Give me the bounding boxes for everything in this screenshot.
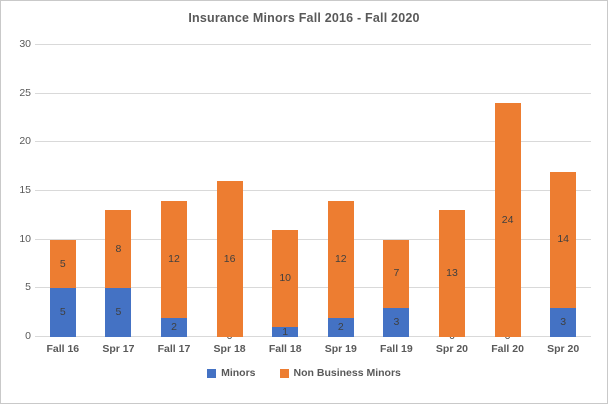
bar-segment-non-business-minors: 14 <box>550 171 577 308</box>
bar-segment-minors: 2 <box>327 317 354 337</box>
y-tick-label: 0 <box>25 330 31 342</box>
bar-stack-fall-20: 024 <box>494 45 521 342</box>
bar-segment-minors: 2 <box>160 317 187 337</box>
bar-segment-non-business-minors: 8 <box>105 210 132 289</box>
bar-slot: 016 <box>202 45 258 342</box>
x-tick-label: Fall 18 <box>268 343 302 355</box>
data-label: 3 <box>560 315 567 328</box>
bar-stack-spr-20: 013 <box>438 45 465 342</box>
data-label: 5 <box>59 306 66 319</box>
data-label: 7 <box>393 267 400 280</box>
bar-segment-non-business-minors: 12 <box>160 200 187 318</box>
data-label: 14 <box>557 233 570 246</box>
data-label: 8 <box>115 242 122 255</box>
x-tick-label: Fall 16 <box>46 343 80 355</box>
legend: Minors Non Business Minors <box>1 367 607 380</box>
data-label: 12 <box>168 252 180 265</box>
bar-stack-spr-20: 3 14 <box>550 45 577 337</box>
bar-segment-non-business-minors: 24 <box>494 103 521 337</box>
x-tick-label: Spr 19 <box>324 343 357 355</box>
y-tick-label: 20 <box>19 135 31 148</box>
data-label: 5 <box>59 257 66 270</box>
data-label: 2 <box>337 320 344 333</box>
bar-segment-non-business-minors: 13 <box>438 210 465 337</box>
bar-stack-spr-19: 2 12 <box>327 45 354 337</box>
x-tick-label: Spr 20 <box>435 343 469 355</box>
bar-segment-non-business-minors: 10 <box>272 229 299 328</box>
x-tick-label: Fall 20 <box>491 343 524 355</box>
bar-segment-minors: 3 <box>383 307 410 337</box>
bar-segment-minors: 5 <box>105 288 132 337</box>
data-label: 10 <box>279 272 292 285</box>
bar-slot: 2 12 <box>146 45 202 337</box>
x-tick-label: Fall 19 <box>380 343 413 355</box>
x-axis: Fall 16 Spr 17 Fall 17 Spr 18 Fall 18 Spr 19 F… <box>35 342 591 358</box>
y-tick-label: 30 <box>19 38 31 50</box>
bar-slot: 3 14 <box>535 45 591 337</box>
legend-item-non-business-minors: Non Business Minors <box>279 367 401 380</box>
bar-stack-fall-18: 1 10 <box>272 45 299 338</box>
bar-stack-spr-18: 016 <box>216 45 243 342</box>
y-tick-label: 5 <box>25 281 31 294</box>
gridline <box>35 238 591 240</box>
y-tick-label: 15 <box>19 184 31 196</box>
bar-segment-non-business-minors: 16 <box>216 181 243 337</box>
legend-swatch-icon <box>279 369 289 378</box>
gridline <box>35 92 591 94</box>
legend-item-minors: Minors <box>207 367 256 380</box>
bar-slot: 2 12 <box>313 45 369 337</box>
data-label: 3 <box>393 315 400 328</box>
legend-label: Non Business Minors <box>293 367 401 379</box>
plot-area: 555821201611021237013024314 <box>35 44 591 342</box>
bar-slot: 024 <box>480 45 536 342</box>
x-tick-label: Spr 20 <box>547 343 580 355</box>
gridline <box>35 190 591 191</box>
bar-segment-minors: 5 <box>49 288 76 337</box>
bar-slot: 013 <box>424 45 480 342</box>
bar-segment-minors: 3 <box>550 307 577 337</box>
y-tick-label: 10 <box>19 232 31 245</box>
bar-segment-non-business-minors: 7 <box>383 239 410 308</box>
data-label: 1 <box>282 325 289 338</box>
chart-title: Insurance Minors Fall 2016 - Fall 2020 <box>188 11 420 25</box>
gridline <box>35 287 591 289</box>
x-tick-label: Spr 18 <box>213 343 246 355</box>
data-label: 16 <box>223 252 236 265</box>
x-tick-label: Spr 17 <box>102 343 135 355</box>
data-label: 5 <box>115 306 122 319</box>
bar-segment-minors: 1 <box>272 325 299 338</box>
x-tick-label: Fall 17 <box>157 343 191 355</box>
data-label: 24 <box>501 213 514 226</box>
legend-swatch-icon <box>207 369 217 378</box>
bar-stack-fall-17: 2 12 <box>160 45 187 337</box>
legend-label: Minors <box>221 367 256 379</box>
gridline <box>35 336 591 337</box>
data-label: 12 <box>334 252 347 265</box>
bar-slot: 1 10 <box>257 45 313 338</box>
bar-segment-non-business-minors: 12 <box>327 200 354 318</box>
y-axis: 0 5 10 15 20 25 30 <box>1 38 31 342</box>
data-label: 13 <box>446 267 458 280</box>
y-tick-label: 25 <box>19 86 31 99</box>
data-label: 2 <box>171 320 177 333</box>
gridline <box>35 141 591 143</box>
bar-segment-non-business-minors: 5 <box>49 239 76 289</box>
gridline <box>35 44 591 45</box>
